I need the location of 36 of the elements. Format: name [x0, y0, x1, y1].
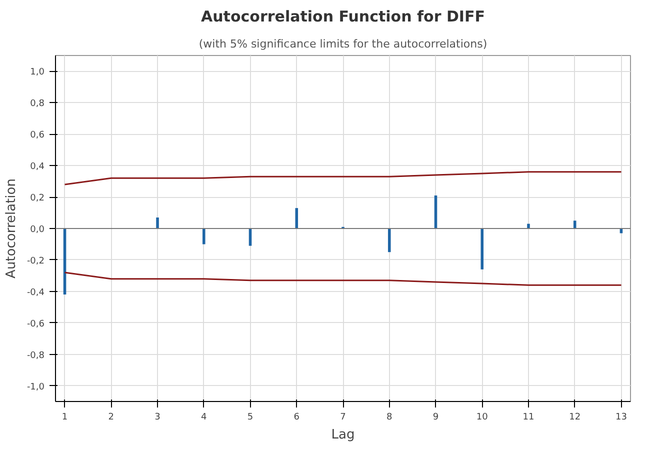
x-tick-label: 5: [247, 412, 254, 422]
y-tick-label: 0,8: [30, 99, 45, 110]
bar: [156, 217, 159, 228]
chart-subtitle: (with 5% significance limits for the autocorrelations): [198, 38, 488, 50]
x-tick-label: 1: [62, 412, 68, 422]
bar: [388, 228, 391, 252]
y-tick-label: -0,4: [26, 288, 45, 298]
x-tick-label: 12: [569, 412, 581, 422]
bar: [527, 224, 530, 228]
x-tick-label: 10: [476, 412, 488, 422]
x-tick-label: 13: [616, 412, 627, 422]
y-tick-label: 0,2: [30, 194, 45, 204]
x-tick-label: 7: [340, 412, 346, 422]
y-tick-label: -0,2: [26, 256, 44, 266]
x-tick-label: 3: [154, 412, 160, 422]
y-tick-label: -0,6: [26, 319, 45, 330]
bar: [295, 208, 298, 228]
line-series: [64, 272, 622, 286]
y-tick-label: -0,8: [26, 350, 45, 361]
y-tick-label: -1,0: [26, 382, 45, 392]
x-tick-label: 4: [201, 412, 208, 422]
x-tick-label: 11: [522, 412, 534, 422]
chart-title: Autocorrelation Function for DIFF: [201, 8, 485, 26]
bar: [202, 228, 206, 244]
line-series: [64, 171, 622, 186]
y-tick-label: 1,0: [30, 68, 45, 78]
y-axis-title: Autocorrelation: [4, 178, 19, 278]
x-axis-title: Lag: [331, 428, 355, 442]
x-tick-label: 8: [386, 412, 393, 422]
x-tick-label: 9: [432, 412, 439, 422]
x-tick-label: 6: [294, 412, 300, 422]
y-tick-label: 0,6: [30, 130, 45, 141]
x-tick-label: 2: [108, 412, 114, 422]
y-tick-label: 0,0: [30, 225, 45, 235]
y-tick-label: 0,4: [30, 162, 45, 172]
bar: [480, 228, 484, 270]
